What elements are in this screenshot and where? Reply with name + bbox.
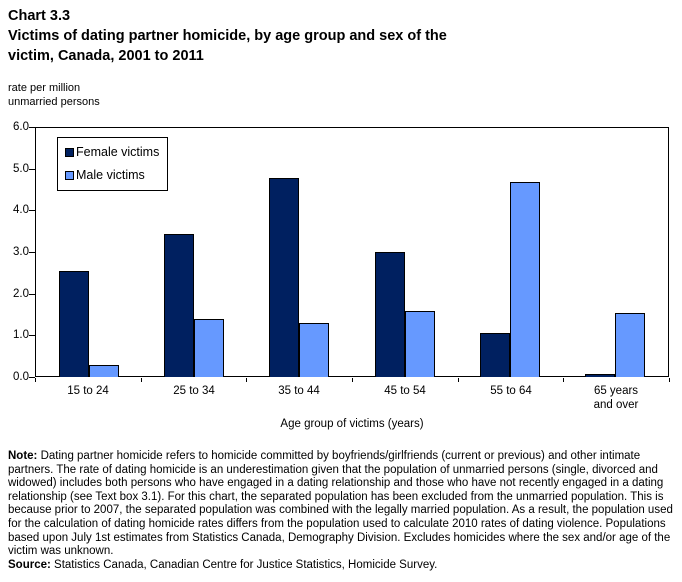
x-axis-tick (458, 378, 459, 382)
y-tick-label: 0.0 (13, 371, 29, 383)
x-category-label: 65 years and over (593, 385, 639, 411)
source-label: Source: (8, 558, 51, 571)
male-victims-bar (88, 365, 119, 377)
note-paragraph: Note: Dating partner homicide refers to … (8, 450, 678, 559)
note-label: Note: (8, 450, 38, 462)
x-axis-tick (141, 378, 142, 382)
bars-row (36, 128, 668, 377)
bar-group (36, 128, 141, 377)
male-victims-bar (404, 311, 435, 377)
bar-group (141, 128, 246, 377)
male-victims-bar (509, 182, 540, 377)
x-axis-tick (563, 378, 564, 382)
y-axis-tick (29, 252, 35, 253)
note-text: Dating partner homicide refers to homici… (8, 450, 673, 558)
female-victims-bar (163, 234, 194, 377)
x-category-label: 15 to 24 (67, 385, 109, 397)
x-axis-tick (669, 378, 670, 382)
female-victims-bar (269, 178, 300, 377)
bar-group (247, 128, 352, 377)
chart-header: Chart 3.3 Victims of dating partner homi… (8, 6, 508, 66)
female-victims-bar (479, 333, 510, 377)
y-axis-tick (29, 169, 35, 170)
y-axis-tick (29, 377, 35, 378)
bar-group (352, 128, 457, 377)
x-category-label: 35 to 44 (278, 385, 320, 397)
chart-number: Chart 3.3 (8, 8, 71, 24)
y-tick-label: 6.0 (13, 121, 29, 133)
bar-group (563, 128, 668, 377)
legend-label-male: Male victims (76, 168, 145, 182)
y-tick-label: 3.0 (13, 246, 29, 258)
x-axis-tick (246, 378, 247, 382)
chart-region: 0.0 1.0 2.0 3.0 4.0 5.0 6.0 15 to 24 25 to 34 35 … (13, 121, 670, 430)
y-axis-tick (29, 335, 35, 336)
legend-label-female: Female victims (76, 145, 160, 159)
x-axis-tick (35, 378, 36, 382)
male-victims-bar (299, 323, 330, 377)
male-victims-bar (193, 319, 224, 377)
y-axis-tick (29, 210, 35, 211)
female-victims-bar (585, 374, 616, 377)
male-victims-bar (615, 313, 646, 377)
y-tick-label: 5.0 (13, 163, 29, 175)
source-paragraph: Source: Statistics Canada, Canadian Cent… (8, 559, 678, 573)
bar-group (457, 128, 562, 377)
x-category-label: 55 to 64 (490, 385, 532, 397)
x-axis-title: Age group of victims (years) (280, 418, 424, 430)
x-category-label: 25 to 34 (173, 385, 215, 397)
y-axis-tick (29, 127, 35, 128)
x-axis-tick (352, 378, 353, 382)
female-victims-swatch (65, 147, 74, 157)
legend: Female victims Male victims (57, 137, 169, 191)
legend-item-male: Male victims (65, 168, 159, 182)
y-tick-label: 4.0 (13, 204, 29, 216)
legend-item-female: Female victims (65, 145, 159, 159)
y-axis-tick (29, 294, 35, 295)
male-victims-swatch (65, 170, 74, 180)
female-victims-bar (58, 271, 89, 377)
female-victims-bar (374, 252, 405, 377)
chart-title: Victims of dating partner homicide, by a… (8, 28, 447, 64)
source-text: Statistics Canada, Canadian Centre for J… (54, 558, 438, 571)
x-category-label: 45 to 54 (384, 385, 426, 397)
y-tick-label: 1.0 (13, 329, 29, 341)
notes: Note: Dating partner homicide refers to … (8, 450, 678, 572)
y-tick-label: 2.0 (13, 288, 29, 300)
y-axis-unit-label: rate per million unmarried persons (8, 82, 100, 108)
